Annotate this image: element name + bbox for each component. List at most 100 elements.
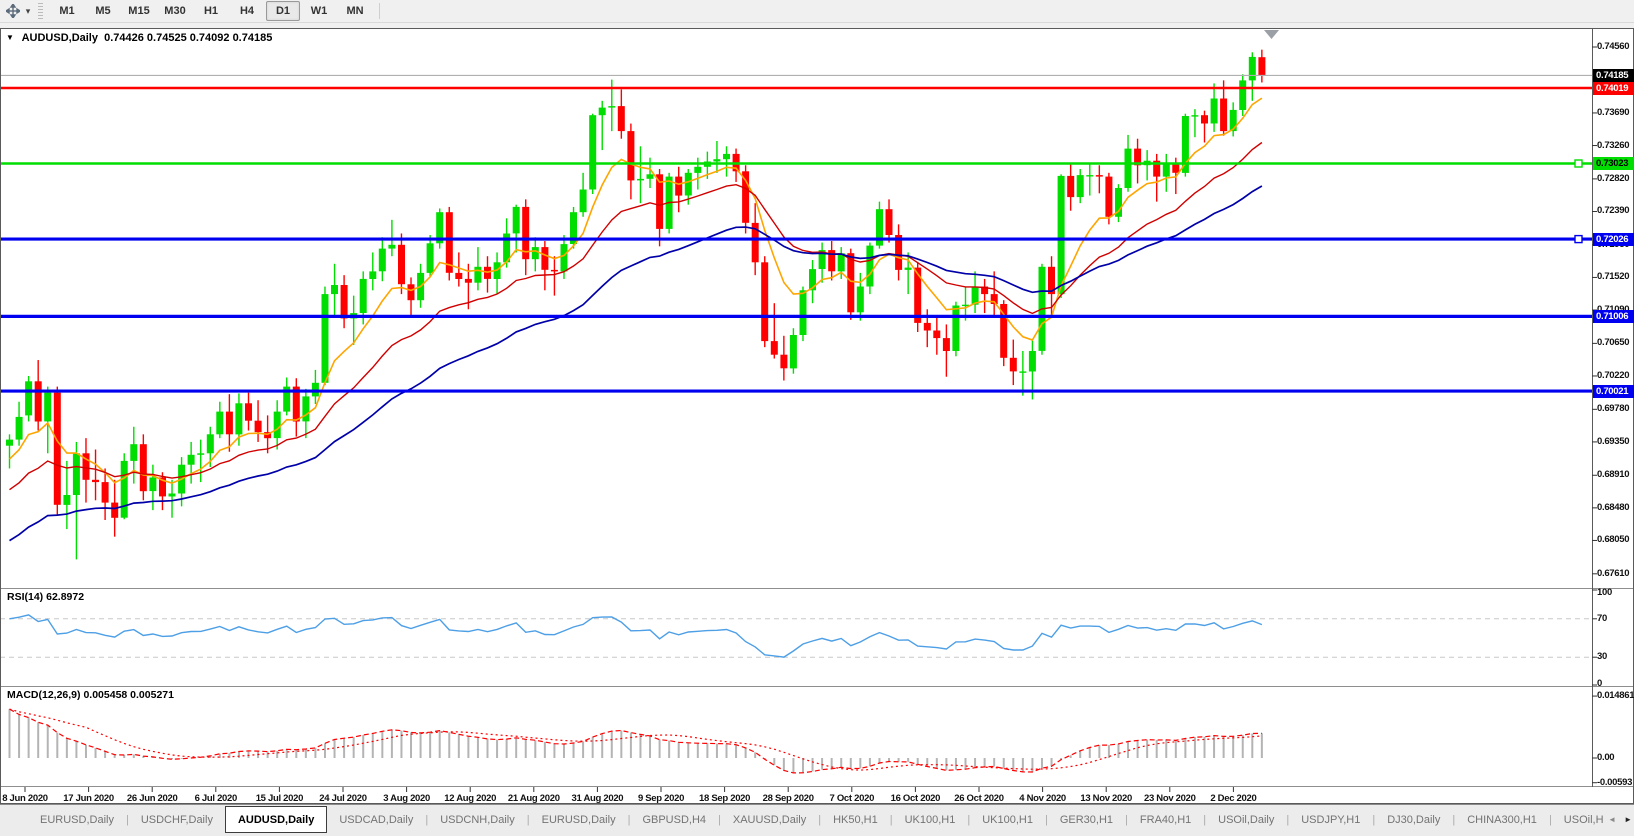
chart-tab-china300-h1[interactable]: CHINA300,H1 [1467,814,1537,826]
chart-tab-hk50-h1[interactable]: HK50,H1 [833,814,878,826]
chart-tab-xauusd-daily[interactable]: XAUUSD,Daily [732,814,807,826]
timeframe-button-mn[interactable]: MN [346,5,364,17]
pan-chart-icon[interactable] [4,2,22,20]
symbol-tab-bar: EURUSD,Daily | USDCHF,Daily AUDUSD,Daily USD… [0,804,1634,836]
chart-tab-usoil-daily[interactable]: USOil,Daily [1218,814,1275,826]
tab-separator: | [125,814,129,826]
tab-separator: | [1452,814,1456,826]
macd-axis-tick: 0.00 [1597,752,1615,763]
chart-tab-ger30-h1[interactable]: GER30,H1 [1059,814,1114,826]
chart-tab-usdchf-daily[interactable]: USDCHF,Daily [140,814,213,826]
rsi-axis-tick: 30 [1597,651,1607,663]
chart-tab-dj30-daily[interactable]: DJ30,Daily [1387,814,1441,826]
price-axis-tick: 0.73690 [1597,106,1630,118]
price-axis-tick: 0.68050 [1597,534,1630,546]
macd-main-value: 0.005458 [83,689,128,701]
chart-tab-usdcnh-daily[interactable]: USDCNH,Daily [440,814,515,826]
level-price-badge: 0.70021 [1593,384,1634,398]
tab-separator: | [718,814,721,826]
date-axis-label: 4 Nov 2020 [1019,793,1066,804]
rsi-indicator-label: RSI(14) 62.8972 [7,591,85,603]
date-axis-label: 8 Jun 2020 [2,793,48,804]
chart-ohlc-values: 0.74426 0.74525 0.74092 0.74185 [104,32,273,44]
timeframe-button-m30[interactable]: M30 [164,5,186,17]
level-price-badge: 0.74019 [1593,81,1634,95]
rsi-axis-tick: 100 [1597,587,1612,598]
pan-dropdown-caret-icon[interactable]: ▾ [25,5,31,16]
timeframe-button-m15[interactable]: M15 [128,5,150,17]
tab-separator: | [889,814,893,826]
price-axis-tick: 0.72390 [1597,205,1630,217]
chart-tab-uk100-h1[interactable]: UK100,H1 [904,814,956,826]
tab-separator: | [1125,814,1128,826]
timeframe-button-w1[interactable]: W1 [310,5,328,17]
toolbar-grip-handle[interactable] [38,3,43,19]
chart-tab-uk100-h1[interactable]: UK100,H1 [982,814,1033,826]
tab-separator: | [1203,814,1207,826]
tab-separator: | [1548,814,1552,826]
timeframe-button-m1[interactable]: M1 [59,5,75,17]
chart-tab-gbpusd-h4[interactable]: GBPUSD,H4 [642,814,707,826]
level-price-badge: 0.71006 [1593,309,1634,323]
chart-tab-usdcad-daily[interactable]: USDCAD,Daily [339,814,414,826]
tab-separator: | [1286,814,1290,826]
tab-separator: | [526,814,530,826]
date-axis-label: 13 Nov 2020 [1080,793,1133,804]
tab-separator: | [627,814,631,826]
chart-tab-fra40-h1[interactable]: FRA40,H1 [1139,814,1192,826]
date-axis-label: 21 Aug 2020 [507,793,560,804]
price-axis-tick: 0.70220 [1597,369,1630,381]
price-axis-tick: 0.72820 [1597,172,1630,184]
chart-symbol-label: AUDUSD,Daily [21,32,98,44]
tab-scroll-left-icon[interactable]: ◄ [1608,815,1617,824]
rsi-value: 62.8972 [46,591,85,603]
price-axis-tick: 0.68480 [1597,501,1630,513]
tab-separator: | [1044,814,1048,826]
price-chart-canvas[interactable] [0,28,1634,804]
price-axis-tick: 0.67610 [1597,567,1630,579]
chart-tab-eurusd-daily[interactable]: EURUSD,Daily [40,814,114,826]
macd-indicator-label: MACD(12,26,9) 0.005458 0.005271 [7,689,174,701]
date-axis-label: 26 Oct 2020 [954,793,1004,804]
date-axis-label: 7 Oct 2020 [829,793,875,804]
date-axis-label: 23 Nov 2020 [1143,793,1196,804]
macd-axis-tick: -0.00593 [1597,776,1633,788]
timeframe-button-m5[interactable]: M5 [95,5,111,17]
level-price-badge: 0.72026 [1593,232,1634,246]
price-axis-tick: 0.70650 [1597,337,1630,349]
tab-separator: | [1372,814,1376,826]
rsi-axis-tick: 70 [1597,612,1607,624]
date-axis-label: 17 Jun 2020 [63,793,114,804]
price-axis-tick: 0.69350 [1597,435,1630,447]
tab-scroll-right-icon[interactable]: ► [1624,815,1632,824]
timeframe-toolbar: ▾ M1 M5 M15 M30 H1 H4 D1 W1 MN [0,0,1634,23]
level-price-badge: 0.73023 [1593,157,1634,170]
date-axis-label: 28 Sep 2020 [762,793,814,804]
price-axis-tick: 0.71520 [1597,271,1630,283]
tab-separator: | [967,814,971,826]
date-axis-label: 18 Sep 2020 [699,793,751,804]
date-axis-label: 6 Jul 2020 [194,793,238,804]
chart-title: ▼ AUDUSD,Daily 0.74426 0.74525 0.74092 0… [6,32,272,44]
timeframe-button-h4[interactable]: H4 [239,5,255,17]
chart-tab-eurusd-daily[interactable]: EURUSD,Daily [541,814,616,826]
date-axis-label: 26 Jun 2020 [126,793,178,804]
price-axis-tick: 0.68910 [1597,469,1630,481]
chart-tab-audusd-daily[interactable]: AUDUSD,Daily [224,806,328,833]
collapse-triangle-icon[interactable]: ▼ [6,33,14,42]
date-axis-label: 24 Jul 2020 [319,793,367,804]
timeframe-button-d1[interactable]: D1 [266,1,300,21]
date-axis-label: 12 Aug 2020 [444,793,497,804]
timeframe-button-h1[interactable]: H1 [203,5,219,17]
date-axis-label: 2 Dec 2020 [1210,793,1257,804]
chart-tab-usdjpy-h1[interactable]: USDJPY,H1 [1301,814,1361,826]
macd-axis-tick: 0.014861 [1597,690,1634,702]
date-axis-label: 16 Oct 2020 [890,793,941,804]
date-axis-label: 31 Aug 2020 [571,793,624,804]
tab-separator: | [425,814,429,826]
price-axis-tick: 0.71090 [1597,304,1630,316]
price-axis-tick: 0.73260 [1597,139,1630,151]
current-price-badge: 0.74185 [1593,68,1634,82]
chart-tab-usoil-h1[interactable]: USOil,H1 [1563,814,1610,826]
